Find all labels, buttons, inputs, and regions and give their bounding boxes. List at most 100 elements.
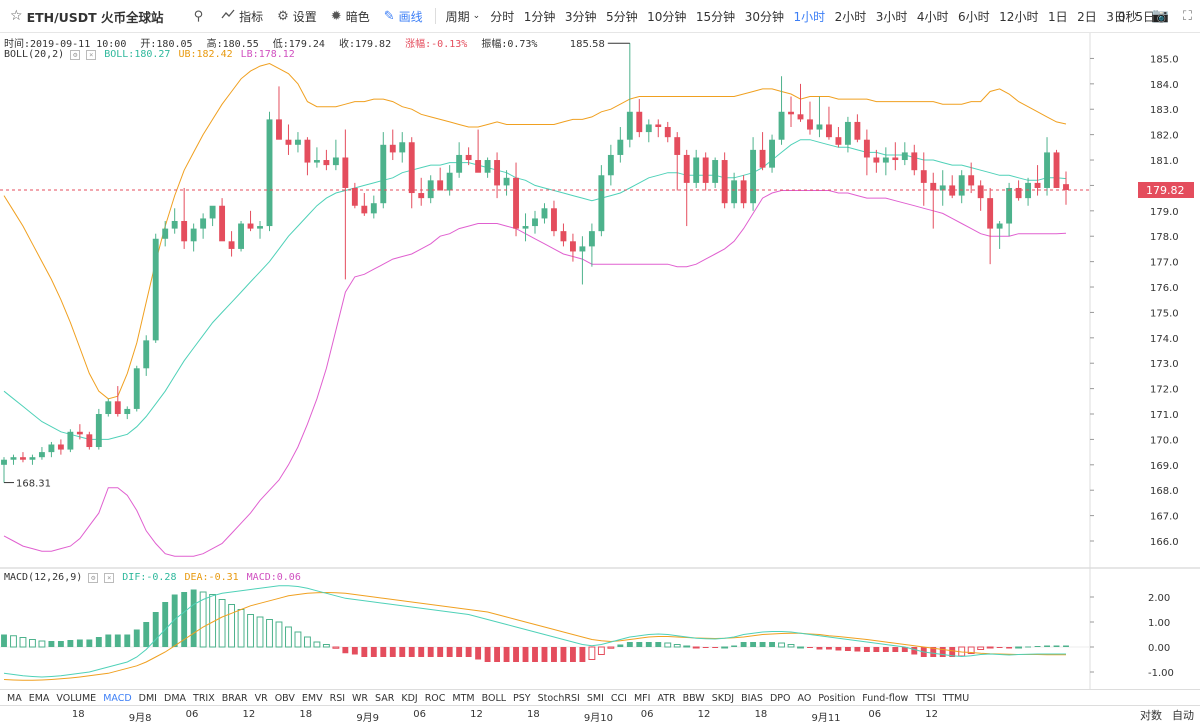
period-8[interactable]: 2小时: [834, 9, 867, 24]
period-10[interactable]: 4小时: [916, 9, 949, 24]
indicator-tab-29[interactable]: Position: [818, 692, 856, 704]
info-high: 高:180.55: [206, 39, 259, 50]
close-small-icon[interactable]: ×: [104, 572, 115, 583]
fullscreen-icon[interactable]: ⛶: [1182, 8, 1192, 24]
indicator-tab-10[interactable]: EMV: [301, 692, 323, 704]
indicator-tab-15[interactable]: ROC: [424, 692, 446, 704]
period-9[interactable]: 3小时: [875, 9, 908, 24]
period-dropdown[interactable]: 周期 ⌄: [446, 8, 481, 25]
macd-histogram-bar: [664, 642, 672, 648]
time-tick-label: 9月9: [356, 713, 380, 724]
indicator-tab-25[interactable]: SKDJ: [711, 692, 735, 704]
candle-body: [532, 218, 538, 227]
indicator-tab-24[interactable]: BBW: [682, 692, 705, 704]
macd-histogram-bar: [190, 589, 197, 647]
macd-dif-value: DIF:-0.28: [122, 572, 177, 583]
search-button[interactable]: ⚲: [194, 9, 208, 24]
period-1[interactable]: 1分钟: [523, 9, 556, 24]
candle-body: [664, 127, 671, 138]
indicator-tab-2[interactable]: VOLUME: [56, 692, 97, 704]
indicator-tab-0[interactable]: MA: [7, 692, 22, 704]
indicator-tab-6[interactable]: TRIX: [193, 692, 215, 704]
boll-lb-value: LB:178.12: [240, 49, 295, 60]
draw-button[interactable]: ✎ 画线: [384, 8, 423, 25]
indicator-tab-12[interactable]: WR: [352, 692, 369, 704]
candle-body: [332, 157, 339, 166]
candle-body: [114, 401, 121, 415]
camera-icon[interactable]: 📷: [1151, 8, 1169, 24]
period-2[interactable]: 3分钟: [564, 9, 597, 24]
indicator-tab-9[interactable]: OBV: [274, 692, 295, 704]
macd-histogram-bar: [740, 642, 747, 647]
period-4[interactable]: 10分钟: [647, 9, 687, 24]
macd-histogram-bar: [95, 637, 102, 647]
indicator-tab-19[interactable]: StochRSI: [537, 692, 580, 704]
indicator-tab-17[interactable]: BOLL: [481, 692, 507, 704]
period-12[interactable]: 12小时: [999, 9, 1039, 24]
time-tick-label: 18: [71, 709, 85, 720]
candle-body: [541, 208, 548, 219]
log-scale-toggle[interactable]: 对数: [1140, 709, 1162, 722]
period-6[interactable]: 30分钟: [744, 9, 784, 24]
indicator-tab-30[interactable]: Fund-flow: [862, 692, 909, 704]
period-14[interactable]: 2日: [1077, 9, 1097, 24]
candle-body: [901, 152, 908, 161]
period-0[interactable]: 分时: [490, 9, 515, 24]
candle-body: [1015, 187, 1022, 199]
symbol-selector[interactable]: ☆ ETH/USDT 火币全球站: [0, 7, 164, 26]
indicator-tab-20[interactable]: SMI: [586, 692, 604, 704]
macd-histogram-bar: [237, 609, 245, 648]
period-5[interactable]: 15分钟: [695, 9, 736, 24]
period-16[interactable]: 5日: [1135, 9, 1156, 24]
time-tick-label: 9月8: [128, 713, 152, 724]
indicators-button[interactable]: 指标: [221, 8, 263, 25]
indicator-tab-27[interactable]: DPO: [769, 692, 791, 704]
period-3[interactable]: 5分钟: [605, 9, 638, 24]
indicator-tab-21[interactable]: CCI: [610, 692, 627, 704]
price-chart[interactable]: 166.0 167.0 168.0 169.0 170.0 171.0 172.0 173.0…: [0, 33, 1200, 705]
toolbar-divider: [434, 8, 436, 24]
indicator-tab-5[interactable]: DMA: [164, 692, 187, 704]
macd-histogram-bar: [977, 646, 985, 650]
macd-histogram-bar: [76, 639, 83, 647]
indicator-tab-8[interactable]: VR: [254, 692, 268, 704]
indicator-tab-22[interactable]: MFI: [633, 692, 651, 704]
macd-tick-label: 1.00: [1148, 618, 1170, 629]
period-11[interactable]: 6小时: [958, 9, 990, 24]
macd-histogram-bar: [418, 647, 425, 657]
indicator-tab-32[interactable]: TTMU: [942, 692, 970, 704]
auto-scale-toggle[interactable]: 自动: [1172, 709, 1194, 722]
indicator-tab-1[interactable]: EMA: [28, 692, 50, 704]
settings-button[interactable]: ⚙ 设置: [277, 8, 317, 25]
macd-histogram-bar: [1034, 646, 1041, 647]
indicator-tab-11[interactable]: RSI: [329, 692, 346, 704]
macd-histogram-bar: [645, 642, 652, 647]
indicator-tab-4[interactable]: DMI: [138, 692, 157, 704]
settings-small-icon[interactable]: ⚙: [88, 572, 99, 583]
indicator-tab-18[interactable]: PSY: [513, 692, 531, 704]
macd-histogram-bar: [1025, 646, 1032, 648]
indicator-tab-7[interactable]: BRAR: [221, 692, 248, 704]
period-15[interactable]: 3日: [1106, 9, 1126, 24]
favorite-star-icon[interactable]: ☆: [10, 8, 23, 24]
close-small-icon[interactable]: ×: [86, 49, 97, 60]
indicator-tab-14[interactable]: KDJ: [401, 692, 418, 704]
candle-body: [854, 121, 861, 140]
settings-small-icon[interactable]: ⚙: [70, 49, 81, 60]
indicator-tab-31[interactable]: TTSI: [915, 692, 936, 704]
time-tick-label: 06: [868, 709, 882, 720]
candle-body: [228, 241, 235, 249]
indicator-tab-23[interactable]: ATR: [657, 692, 676, 704]
indicator-tab-28[interactable]: AO: [797, 692, 812, 704]
candle-body: [816, 124, 823, 130]
candle-body: [247, 223, 254, 229]
indicator-tab-26[interactable]: BIAS: [741, 692, 763, 704]
theme-button[interactable]: ✹ 暗色: [331, 8, 370, 25]
indicator-tab-16[interactable]: MTM: [452, 692, 475, 704]
period-7[interactable]: 1小时: [793, 9, 826, 24]
indicator-tab-13[interactable]: SAR: [375, 692, 395, 704]
candle-body: [427, 180, 434, 199]
macd-histogram-bar: [86, 639, 93, 647]
period-13[interactable]: 1日: [1047, 9, 1068, 24]
indicator-tab-3[interactable]: MACD: [103, 692, 132, 704]
